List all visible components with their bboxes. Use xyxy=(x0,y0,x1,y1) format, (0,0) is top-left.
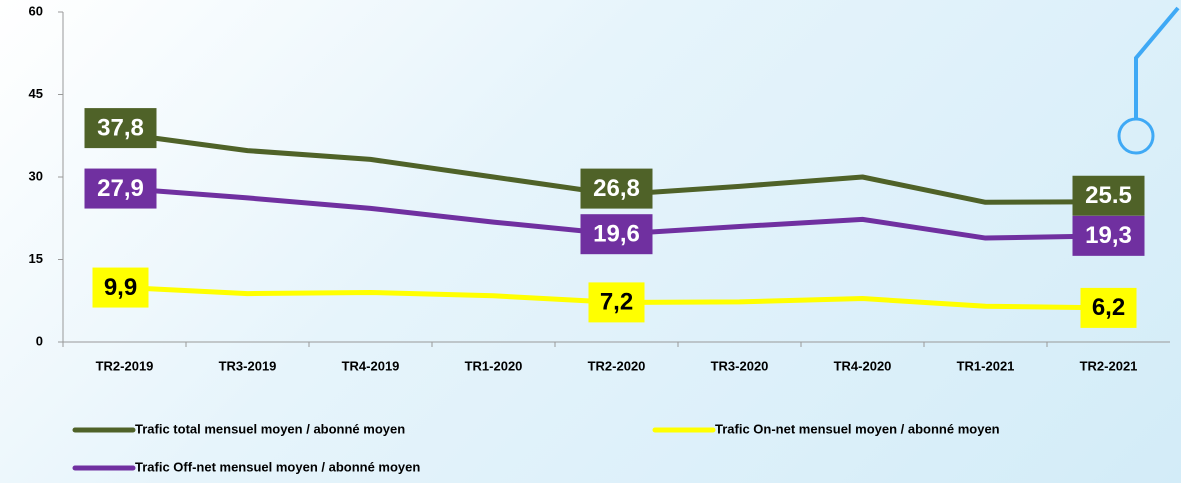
x-tick-label: TR3-2020 xyxy=(711,358,769,373)
data-label-box xyxy=(580,168,653,209)
x-tick-label: TR1-2021 xyxy=(957,358,1015,373)
data-label: 6,2 xyxy=(1092,294,1125,321)
decoration-line xyxy=(1134,6,1180,118)
x-tick-label: TR2-2021 xyxy=(1080,358,1138,373)
data-label-box xyxy=(580,214,653,255)
data-label-box xyxy=(588,282,645,323)
y-tick-label: 60 xyxy=(29,3,43,18)
y-tick-label: 0 xyxy=(36,333,43,348)
data-label-box xyxy=(1072,215,1145,256)
data-label-box xyxy=(84,108,157,149)
data-label-box xyxy=(84,168,157,209)
x-tick-label: TR4-2019 xyxy=(342,358,400,373)
data-label-box xyxy=(92,267,149,308)
legend-label: Trafic On-net mensuel moyen / abonné moy… xyxy=(715,421,1000,436)
y-tick-label: 15 xyxy=(29,251,43,266)
y-tick-label: 30 xyxy=(29,168,43,183)
x-tick-label: TR2-2019 xyxy=(96,358,154,373)
data-label: 19,6 xyxy=(593,221,640,248)
data-label: 26,8 xyxy=(593,175,640,202)
legend-label: Trafic total mensuel moyen / abonné moye… xyxy=(135,421,405,436)
x-tick-label: TR4-2020 xyxy=(834,358,892,373)
data-label-box xyxy=(1080,287,1137,328)
data-label-box xyxy=(1072,175,1145,216)
data-label: 25.5 xyxy=(1085,182,1132,209)
data-label: 7,2 xyxy=(600,289,633,316)
decoration-circle xyxy=(1117,117,1155,155)
data-label: 19,3 xyxy=(1085,222,1132,249)
data-label: 37,8 xyxy=(97,114,144,141)
x-tick-label: TR2-2020 xyxy=(588,358,646,373)
data-label: 27,9 xyxy=(97,175,144,202)
y-tick-label: 45 xyxy=(29,86,43,101)
legend-label: Trafic Off-net mensuel moyen / abonné mo… xyxy=(135,459,420,474)
data-label: 9,9 xyxy=(104,274,137,301)
x-tick-label: TR1-2020 xyxy=(465,358,523,373)
x-tick-label: TR3-2019 xyxy=(219,358,277,373)
